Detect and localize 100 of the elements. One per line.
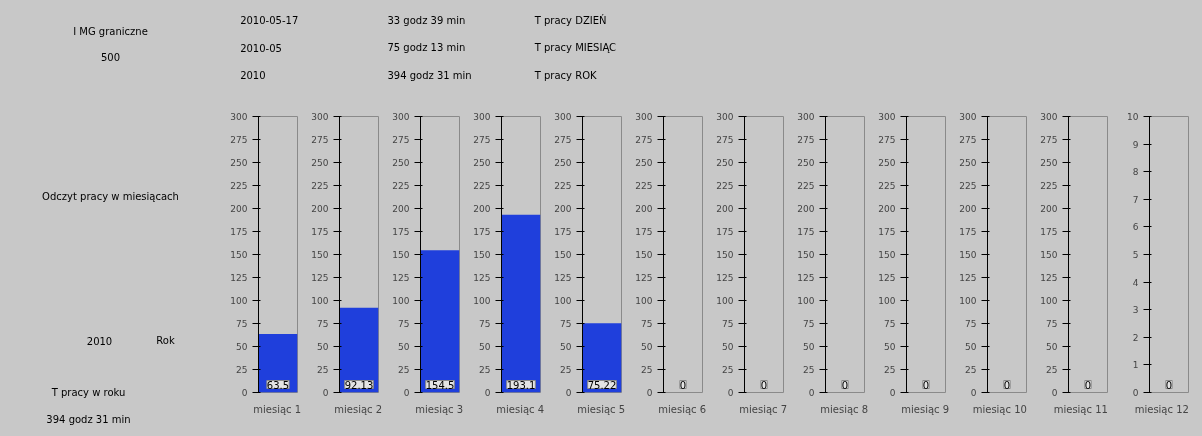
y-tick-label: 150 [959, 250, 977, 260]
data-label: 63.5 [266, 379, 290, 391]
x-tick-label: miesiąc 9 [901, 403, 950, 415]
x-tick-label: miesiąc 5 [577, 403, 626, 415]
y-tick-label: 50 [965, 342, 977, 352]
y-tick-label: 300 [878, 112, 896, 122]
y-tick-label: 125 [797, 273, 815, 283]
text: I MG graniczne [73, 25, 148, 37]
y-tick-label: 25 [1046, 365, 1058, 375]
y-tick-label: 125 [473, 273, 491, 283]
y-tick-label: 125 [311, 273, 329, 283]
data-label: 75.22 [587, 379, 617, 391]
y-tick-label: 75 [965, 319, 977, 329]
y-tick-label: 25 [398, 365, 410, 375]
y-tick-label: 75 [398, 319, 410, 329]
y-tick-label: 250 [878, 158, 896, 168]
y-tick-label: 275 [311, 135, 329, 145]
text: 75 godz 13 min [387, 42, 466, 54]
y-tick-label: 225 [311, 181, 329, 191]
y-tick-label: 75 [560, 319, 572, 329]
y-tick-label: 200 [878, 204, 896, 214]
text: T pracy DZIEŃ [533, 13, 607, 26]
y-tick-label: 1 [1132, 360, 1139, 371]
y-tick-label: 275 [878, 135, 896, 145]
y-tick-label: 225 [473, 181, 491, 191]
y-tick-label: 0 [889, 388, 896, 398]
y-tick-label: 250 [635, 158, 653, 168]
y-tick-label: 50 [884, 342, 896, 352]
y-tick-label: 125 [554, 273, 572, 283]
data-label: 0 [922, 379, 930, 391]
text: 2010 [240, 70, 266, 82]
y-tick-label: 225 [554, 181, 572, 191]
y-tick-label: 200 [797, 204, 815, 214]
y-tick-label: 25 [965, 365, 977, 375]
x-tick-label: miesiąc 2 [334, 403, 383, 415]
y-tick-label: 0 [1132, 388, 1139, 398]
y-tick-label: 250 [797, 158, 815, 168]
y-tick-label: 100 [392, 296, 410, 306]
text: 394 godz 31 min [387, 69, 472, 81]
text: 2010 [86, 335, 113, 347]
y-tick-label: 125 [716, 273, 734, 283]
y-tick-label: 75 [722, 319, 734, 329]
y-tick-label: 50 [398, 342, 410, 352]
y-tick-label: 25 [317, 365, 329, 375]
y-tick-label: 75 [1046, 319, 1058, 329]
y-tick-label: 2 [1132, 332, 1139, 343]
y-tick-label: 75 [236, 319, 248, 329]
y-tick-label: 250 [1040, 158, 1058, 168]
y-tick-label: 175 [392, 227, 410, 237]
y-tick-label: 0 [727, 388, 734, 398]
y-tick-label: 150 [392, 250, 410, 260]
y-tick-label: 100 [635, 296, 653, 306]
y-tick-label: 6 [1132, 222, 1139, 233]
y-tick-label: 125 [635, 273, 653, 283]
y-tick-label: 225 [716, 181, 734, 191]
y-tick-label: 75 [803, 319, 815, 329]
y-tick-label: 4 [1132, 277, 1139, 288]
y-tick-label: 225 [878, 181, 896, 191]
y-tick-label: 300 [716, 112, 734, 122]
y-tick-label: 100 [311, 296, 329, 306]
y-tick-label: 175 [959, 227, 977, 237]
x-tick-label: miesiąc 8 [820, 403, 869, 415]
y-tick-label: 250 [311, 158, 329, 168]
y-tick-label: 100 [1040, 296, 1058, 306]
y-tick-label: 25 [803, 365, 815, 375]
y-tick-label: 25 [722, 365, 734, 375]
y-tick-label: 0 [970, 388, 977, 398]
y-tick-label: 300 [554, 112, 572, 122]
y-tick-label: 175 [878, 227, 896, 237]
y-tick-label: 0 [646, 388, 653, 398]
y-tick-label: 10 [1127, 112, 1139, 122]
y-tick-label: 150 [635, 250, 653, 260]
y-tick-label: 275 [554, 135, 572, 145]
y-tick-label: 50 [803, 342, 815, 352]
y-tick-label: 300 [230, 112, 248, 122]
y-tick-label: 275 [797, 135, 815, 145]
y-tick-label: 300 [635, 112, 653, 122]
y-tick-label: 200 [959, 204, 977, 214]
y-tick-label: 250 [959, 158, 977, 168]
y-tick-label: 0 [403, 388, 410, 398]
data-label: 154.5 [425, 379, 455, 391]
y-tick-label: 50 [479, 342, 491, 352]
y-tick-label: 225 [1040, 181, 1058, 191]
y-tick-label: 250 [554, 158, 572, 168]
y-tick-label: 250 [716, 158, 734, 168]
text: T pracy MIESIĄC [533, 42, 617, 54]
y-tick-label: 300 [473, 112, 491, 122]
y-tick-label: 175 [230, 227, 248, 237]
y-tick-label: 225 [635, 181, 653, 191]
y-tick-label: 225 [230, 181, 248, 191]
y-tick-label: 50 [641, 342, 653, 352]
y-tick-label: 25 [641, 365, 653, 375]
text: 33 godz 39 min [387, 14, 466, 26]
y-tick-label: 275 [959, 135, 977, 145]
y-tick-label: 250 [473, 158, 491, 168]
y-tick-label: 200 [1040, 204, 1058, 214]
y-tick-label: 175 [311, 227, 329, 237]
y-tick-label: 300 [959, 112, 977, 122]
y-tick-label: 0 [565, 388, 572, 398]
data-label: 0 [1084, 379, 1092, 391]
